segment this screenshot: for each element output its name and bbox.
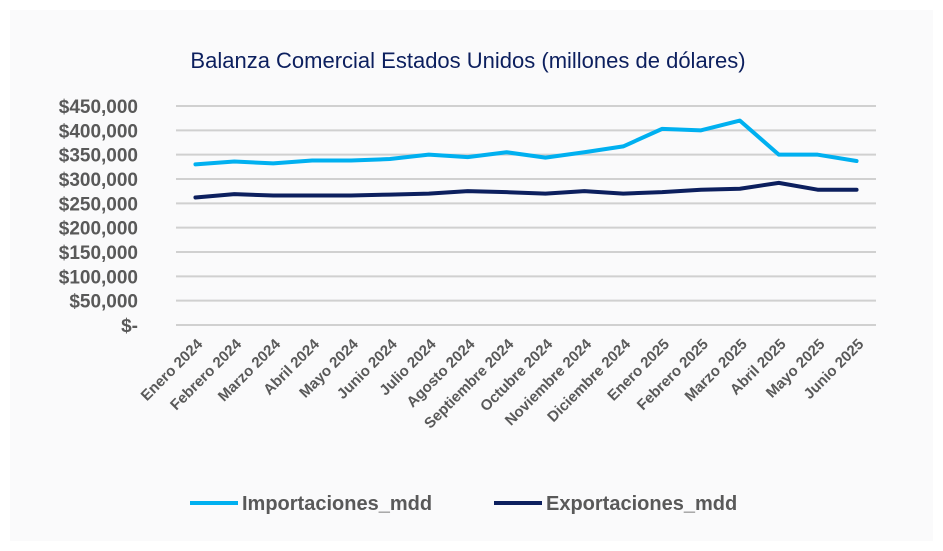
y-tick-label: $300,000 bbox=[59, 170, 138, 191]
legend-label: Importaciones_mdd bbox=[242, 493, 432, 515]
y-tick-label: $350,000 bbox=[59, 146, 138, 167]
series-line-Importaciones_mdd bbox=[193, 118, 859, 167]
chart-title: Balanza Comercial Estados Unidos (millon… bbox=[190, 48, 745, 73]
series-line-Exportaciones_mdd bbox=[193, 180, 859, 200]
y-tick-label: $50,000 bbox=[69, 292, 138, 313]
y-tick-label: $150,000 bbox=[59, 243, 138, 264]
y-tick-label: $- bbox=[121, 316, 138, 337]
y-tick-label: $200,000 bbox=[59, 219, 138, 240]
legend-label: Exportaciones_mdd bbox=[546, 493, 737, 515]
y-tick-label: $400,000 bbox=[59, 121, 138, 142]
y-tick-label: $100,000 bbox=[59, 267, 138, 288]
y-tick-label: $250,000 bbox=[59, 194, 138, 215]
y-tick-label: $450,000 bbox=[59, 97, 138, 118]
